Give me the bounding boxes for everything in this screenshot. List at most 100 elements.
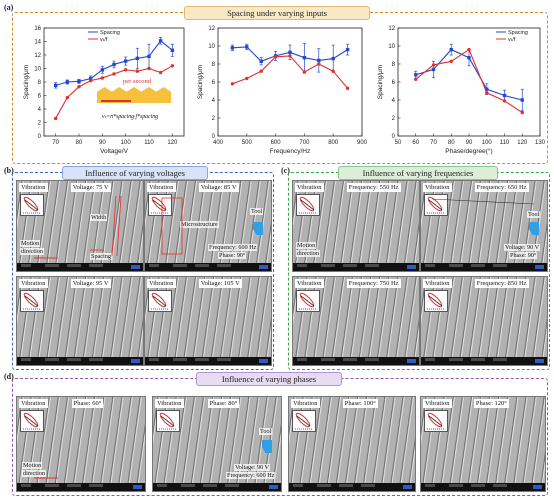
parameter-label: Phase: 60°: [71, 399, 104, 408]
y-tick-label: 6: [392, 80, 396, 86]
panel-d-micrograph-3: Vibration Phase: 100°: [288, 396, 416, 492]
x-tick-label: 120: [517, 140, 528, 146]
data-point: [502, 93, 507, 98]
sem-info-bar: [289, 483, 415, 491]
data-point: [302, 70, 307, 74]
vibration-ellipse-icon: [295, 412, 313, 430]
motion-label: Motion: [20, 240, 41, 247]
legend-entry: Spacing: [508, 30, 528, 36]
data-point: [317, 58, 321, 63]
data-point: [53, 83, 58, 88]
x-tick-label: 500: [242, 140, 253, 146]
vibration-label: Vibration: [155, 399, 184, 408]
vibration-label: Vibration: [295, 279, 324, 288]
panel-b-micrograph-3: Vibration Voltage: 95 V: [16, 276, 144, 366]
tool-icon: [529, 222, 539, 235]
panel-d-micrograph-2: Vibration Phase: 80°: [152, 396, 282, 492]
vibration-ellipse-icon: [151, 196, 169, 214]
parameter-label: Voltage: 85 V: [198, 183, 239, 192]
data-point: [123, 59, 128, 63]
sem-info-bar: [421, 357, 547, 365]
data-point: [170, 48, 175, 52]
vibration-icon: [292, 410, 316, 432]
panel-c-title: Influence of varying frequencies: [338, 166, 498, 180]
legend-entry: vₜ/f: [100, 37, 108, 43]
panel-d-label: (d): [4, 372, 14, 381]
direction-label: direction: [22, 470, 46, 477]
data-point: [414, 73, 418, 77]
vibration-label: Vibration: [291, 399, 320, 408]
vibration-icon: [148, 290, 172, 312]
data-point: [135, 69, 140, 73]
data-point: [77, 79, 81, 84]
y-tick-label: 6: [38, 94, 42, 100]
y-tick-label: 8: [38, 80, 42, 86]
inset-red-arrow: [101, 100, 131, 102]
vibration-ellipse-icon: [299, 196, 317, 214]
panel-c-micrograph-4: Vibration Frequency: 850 Hz: [420, 276, 548, 366]
x-tick-label: 110: [500, 140, 510, 146]
sem-info-bar: [17, 263, 143, 271]
data-point: [331, 69, 335, 73]
y-tick-label: 12: [388, 26, 395, 32]
y-axis-label: Spacing/μm: [23, 65, 30, 99]
y-axis-label: Spacing/μm: [197, 65, 204, 99]
tool-label: Tool: [250, 208, 264, 215]
voltage-setting-label: Voltage: 90 V: [234, 464, 271, 471]
vibration-label: Vibration: [147, 183, 176, 192]
parameter-label: Phase: 80°: [207, 399, 240, 408]
data-point: [100, 76, 105, 80]
plot-frame: [217, 27, 363, 137]
y-tick-label: 8: [212, 62, 216, 68]
vibration-ellipse-icon: [23, 196, 41, 214]
sem-info-bar: [17, 483, 145, 491]
x-tick-label: 100: [482, 140, 493, 146]
phase-setting-label: Phase: 90°: [509, 252, 538, 259]
sem-info-bar: [293, 263, 419, 271]
data-point: [414, 77, 418, 81]
y-tick-label: 10: [388, 44, 395, 50]
frequency-chart: 400 500 600 700 800 900 0 2 4 6 8 10 12 Frequency/Hz S…: [197, 26, 368, 155]
y-tick-label: 4: [38, 107, 42, 113]
y-tick-label: 6: [212, 80, 216, 86]
vibration-icon: [156, 410, 180, 432]
voltage-chart-inset: per second vₜ=n*spacing·f*spacing: [97, 78, 173, 126]
data-point: [245, 45, 249, 49]
data-point: [158, 70, 163, 75]
legend-entry: Spacing: [100, 30, 120, 36]
data-point: [288, 54, 292, 58]
panel-d-micrograph-4: Vibration Phase: 120°: [420, 396, 546, 492]
vibration-icon: [424, 194, 448, 216]
data-point: [273, 55, 278, 59]
data-point: [147, 54, 151, 59]
series-line: [232, 55, 349, 89]
plot-frame: [397, 27, 541, 137]
x-tick-label: 90: [99, 140, 106, 146]
x-tick-label: 400: [213, 140, 224, 146]
panel-c-micrograph-3: Vibration Frequency: 750 Hz: [292, 276, 420, 366]
tool-label: Tool: [527, 211, 541, 218]
panel-d-micrograph-1: Vibration Phase: 60°: [16, 396, 146, 492]
panel-c-micrograph-1: Vibration Frequency: 550 Hz: [292, 180, 420, 272]
y-tick-label: 2: [212, 116, 216, 122]
parameter-label: Phase: 120°: [473, 399, 509, 408]
sem-info-bar: [421, 483, 545, 491]
x-tick-label: 90: [466, 140, 473, 146]
data-point: [100, 68, 105, 72]
data-point: [431, 67, 436, 72]
panel-c-label: (c): [281, 166, 290, 175]
parameter-label: Frequency: 650 Hz: [474, 183, 529, 192]
data-point: [302, 56, 307, 60]
x-tick-label: 900: [357, 140, 368, 146]
vibration-icon: [148, 194, 172, 216]
vibration-ellipse-icon: [427, 292, 445, 310]
data-point: [135, 56, 140, 61]
y-tick-label: 8: [392, 62, 396, 68]
panel-a-label: (a): [4, 3, 14, 12]
x-tick-label: 60: [412, 140, 419, 146]
data-point: [112, 62, 116, 67]
motion-label: Motion: [22, 462, 43, 469]
vibration-label: Vibration: [423, 279, 452, 288]
vibration-label: Vibration: [19, 183, 48, 192]
sem-info-bar: [293, 357, 419, 365]
